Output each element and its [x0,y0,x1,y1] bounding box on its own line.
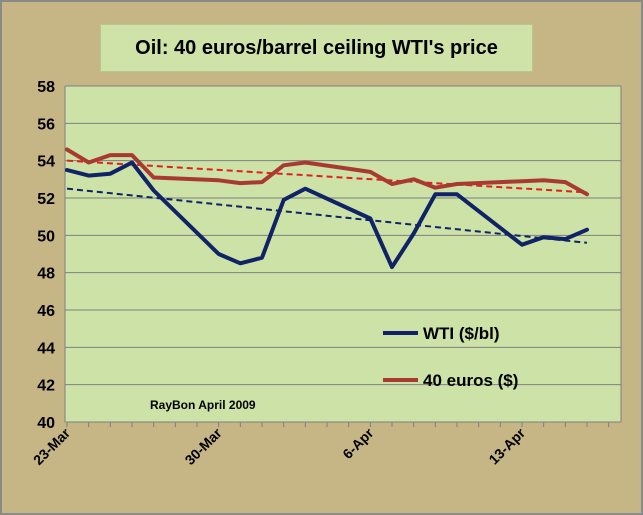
trendline-0 [66,187,588,244]
trendlines [66,159,588,244]
trendline-1 [66,159,588,194]
series-line-wti [65,160,589,270]
y-axis: 40 42 44 46 48 50 52 54 56 58 [37,79,66,432]
x-tick-label: 13-Apr [485,424,528,467]
y-tick-label: 52 [37,191,55,208]
y-tick-label: 54 [37,154,55,171]
annotation-raybon: RayBon April 2009 [150,398,256,412]
legend-label-40-euros: 40 euros ($) [423,371,518,390]
y-tick-label: 56 [37,116,55,133]
plot-area [65,86,621,422]
series-lines [65,147,589,270]
x-axis: 23-Mar 30-Mar 6-Apr 13-Apr [30,422,610,468]
x-tick-label: 6-Apr [339,424,377,462]
y-tick-label: 48 [37,266,55,283]
series-line-40-euros [65,147,589,197]
y-tick-label: 44 [37,340,55,357]
y-tick-label: 42 [37,378,55,395]
y-tick-label: 58 [37,79,55,96]
y-tick-label: 50 [37,228,55,245]
y-tick-label: 46 [37,303,55,320]
chart-title: Oil: 40 euros/barrel ceiling WTI's price [100,24,533,72]
legend-label-wti: WTI ($/bl) [423,324,499,343]
legend: WTI ($/bl) 40 euros ($) [383,324,518,390]
x-tick-label: 30-Mar [182,424,226,468]
y-tick-label: 40 [37,415,55,432]
